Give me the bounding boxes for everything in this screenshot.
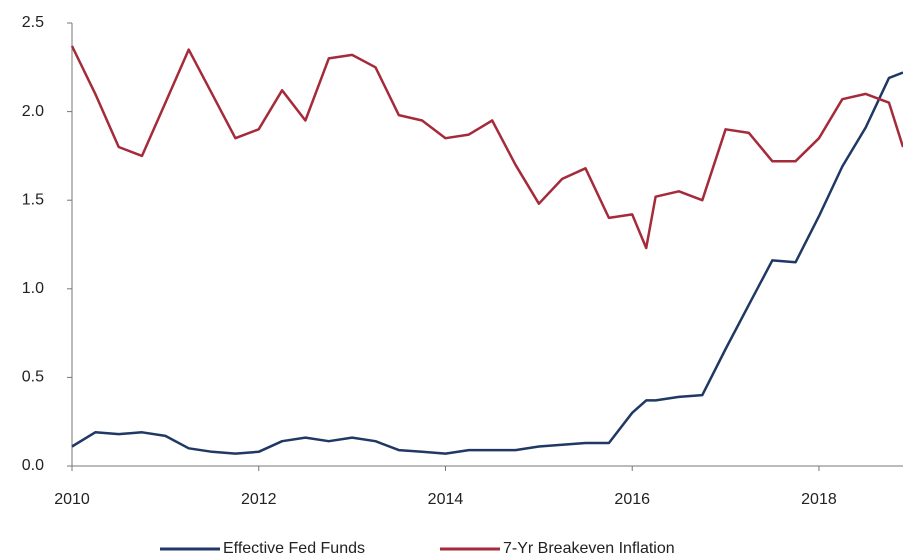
series-line	[70, 45, 903, 250]
y-tick-label: 2.5	[22, 14, 44, 31]
y-tick-label: 1.5	[22, 191, 44, 208]
legend-label: Effective Fed Funds	[223, 540, 365, 557]
x-tick-label: 2018	[801, 491, 837, 508]
x-tick-label: 2010	[54, 491, 90, 508]
y-tick-label: 0.0	[22, 457, 44, 474]
y-tick-label: 2.0	[22, 103, 44, 120]
series-line	[71, 71, 903, 455]
x-tick-label: 2012	[241, 491, 277, 508]
y-tick-label: 0.5	[22, 369, 44, 386]
legend-label: 7-Yr Breakeven Inflation	[503, 540, 675, 557]
x-tick-label: 2016	[614, 491, 650, 508]
x-tick-label: 2014	[428, 491, 464, 508]
y-tick-label: 1.0	[22, 280, 44, 297]
